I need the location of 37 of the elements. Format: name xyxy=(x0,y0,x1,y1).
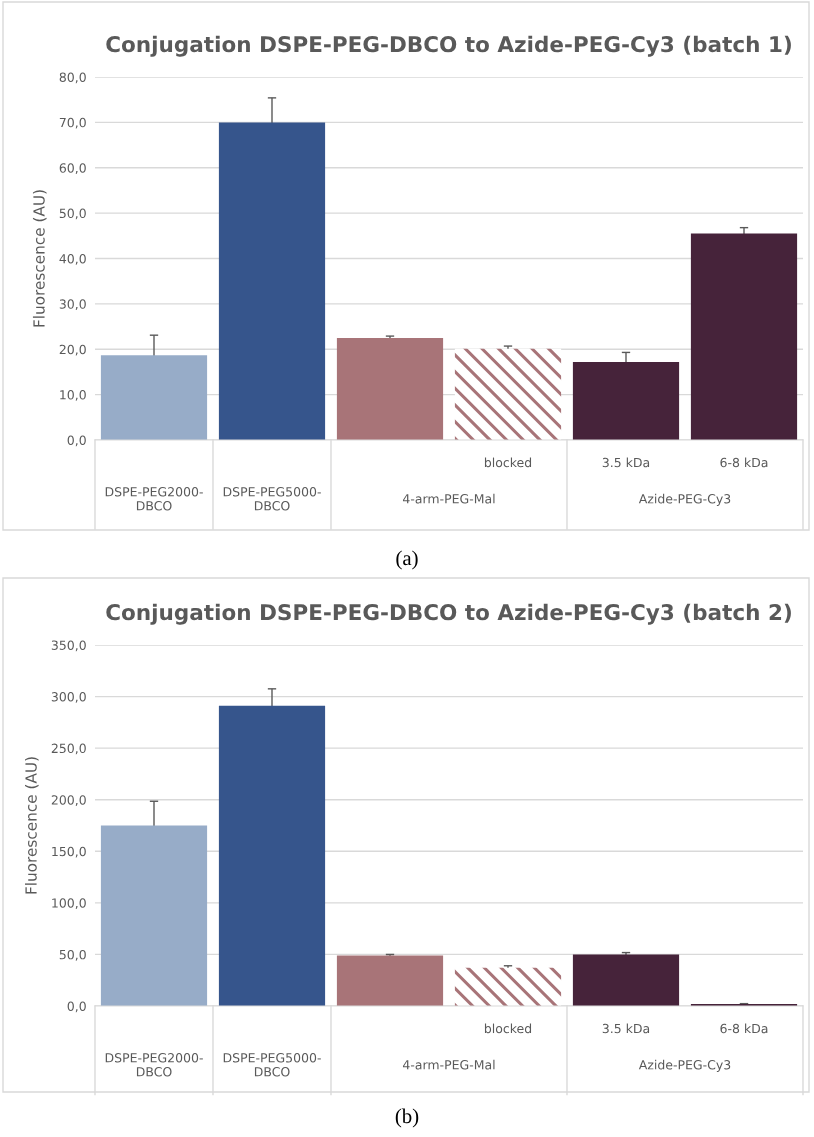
y-tick-label: 0,0 xyxy=(67,435,86,447)
chart-title: Conjugation DSPE-PEG-DBCO to Azide-PEG-Cy3 (batch 1) xyxy=(106,35,791,57)
x-tick-label: DSPE-PEG2000-DBCO xyxy=(105,487,203,511)
y-tick-label: 50,0 xyxy=(59,949,86,961)
y-tick-label: 50,0 xyxy=(59,208,86,220)
y-tick-label: 20,0 xyxy=(59,344,86,356)
y-axis-title: Fluorescence (AU) xyxy=(24,757,39,894)
x-tick-label: DSPE-PEG5000-DBCO xyxy=(223,1053,321,1077)
y-tick-label: 200,0 xyxy=(51,795,86,806)
x-tick-label: 6-8 kDa xyxy=(720,457,768,468)
y-tick-label: 30,0 xyxy=(59,299,86,311)
y-tick-label: 80,0 xyxy=(59,72,86,84)
text: Azide-PEG-Cy3 xyxy=(638,1059,731,1072)
text: (a) xyxy=(396,550,418,570)
text: (b) xyxy=(395,1108,419,1128)
x-tick-label: blocked xyxy=(484,457,532,468)
text: Azide-PEG-Cy3 xyxy=(638,493,731,506)
y-tick-label: 250,0 xyxy=(51,743,86,755)
text: 4-arm-PEG-Mal xyxy=(402,493,495,504)
y-tick-label: 350,0 xyxy=(51,640,86,652)
chart-title: Conjugation DSPE-PEG-DBCO to Azide-PEG-Cy3 (batch 2) xyxy=(106,603,791,625)
y-tick-label: 0,0 xyxy=(67,1001,86,1013)
y-tick-label: 150,0 xyxy=(52,846,86,858)
y-tick-label: 10,0 xyxy=(60,390,86,401)
x-tick-label: 3.5 kDa xyxy=(602,457,650,468)
x-tick-label: 3.5 kDa xyxy=(602,1023,650,1034)
y-tick-label: 70,0 xyxy=(59,117,86,129)
x-tick-label: DSPE-PEG2000-DBCO xyxy=(105,1053,203,1077)
x-tick-label: 6-8 kDa xyxy=(720,1023,768,1034)
y-axis-title: Fluorescence (AU) xyxy=(32,190,47,327)
y-tick-label: 40,0 xyxy=(59,253,86,265)
y-tick-label: 60,0 xyxy=(59,163,86,174)
x-tick-label: blocked xyxy=(484,1023,532,1034)
y-tick-label: 100,0 xyxy=(52,898,86,910)
text: 4-arm-PEG-Mal xyxy=(402,1059,495,1070)
y-tick-label: 300,0 xyxy=(51,692,86,703)
x-tick-label: DSPE-PEG5000-DBCO xyxy=(223,487,321,511)
